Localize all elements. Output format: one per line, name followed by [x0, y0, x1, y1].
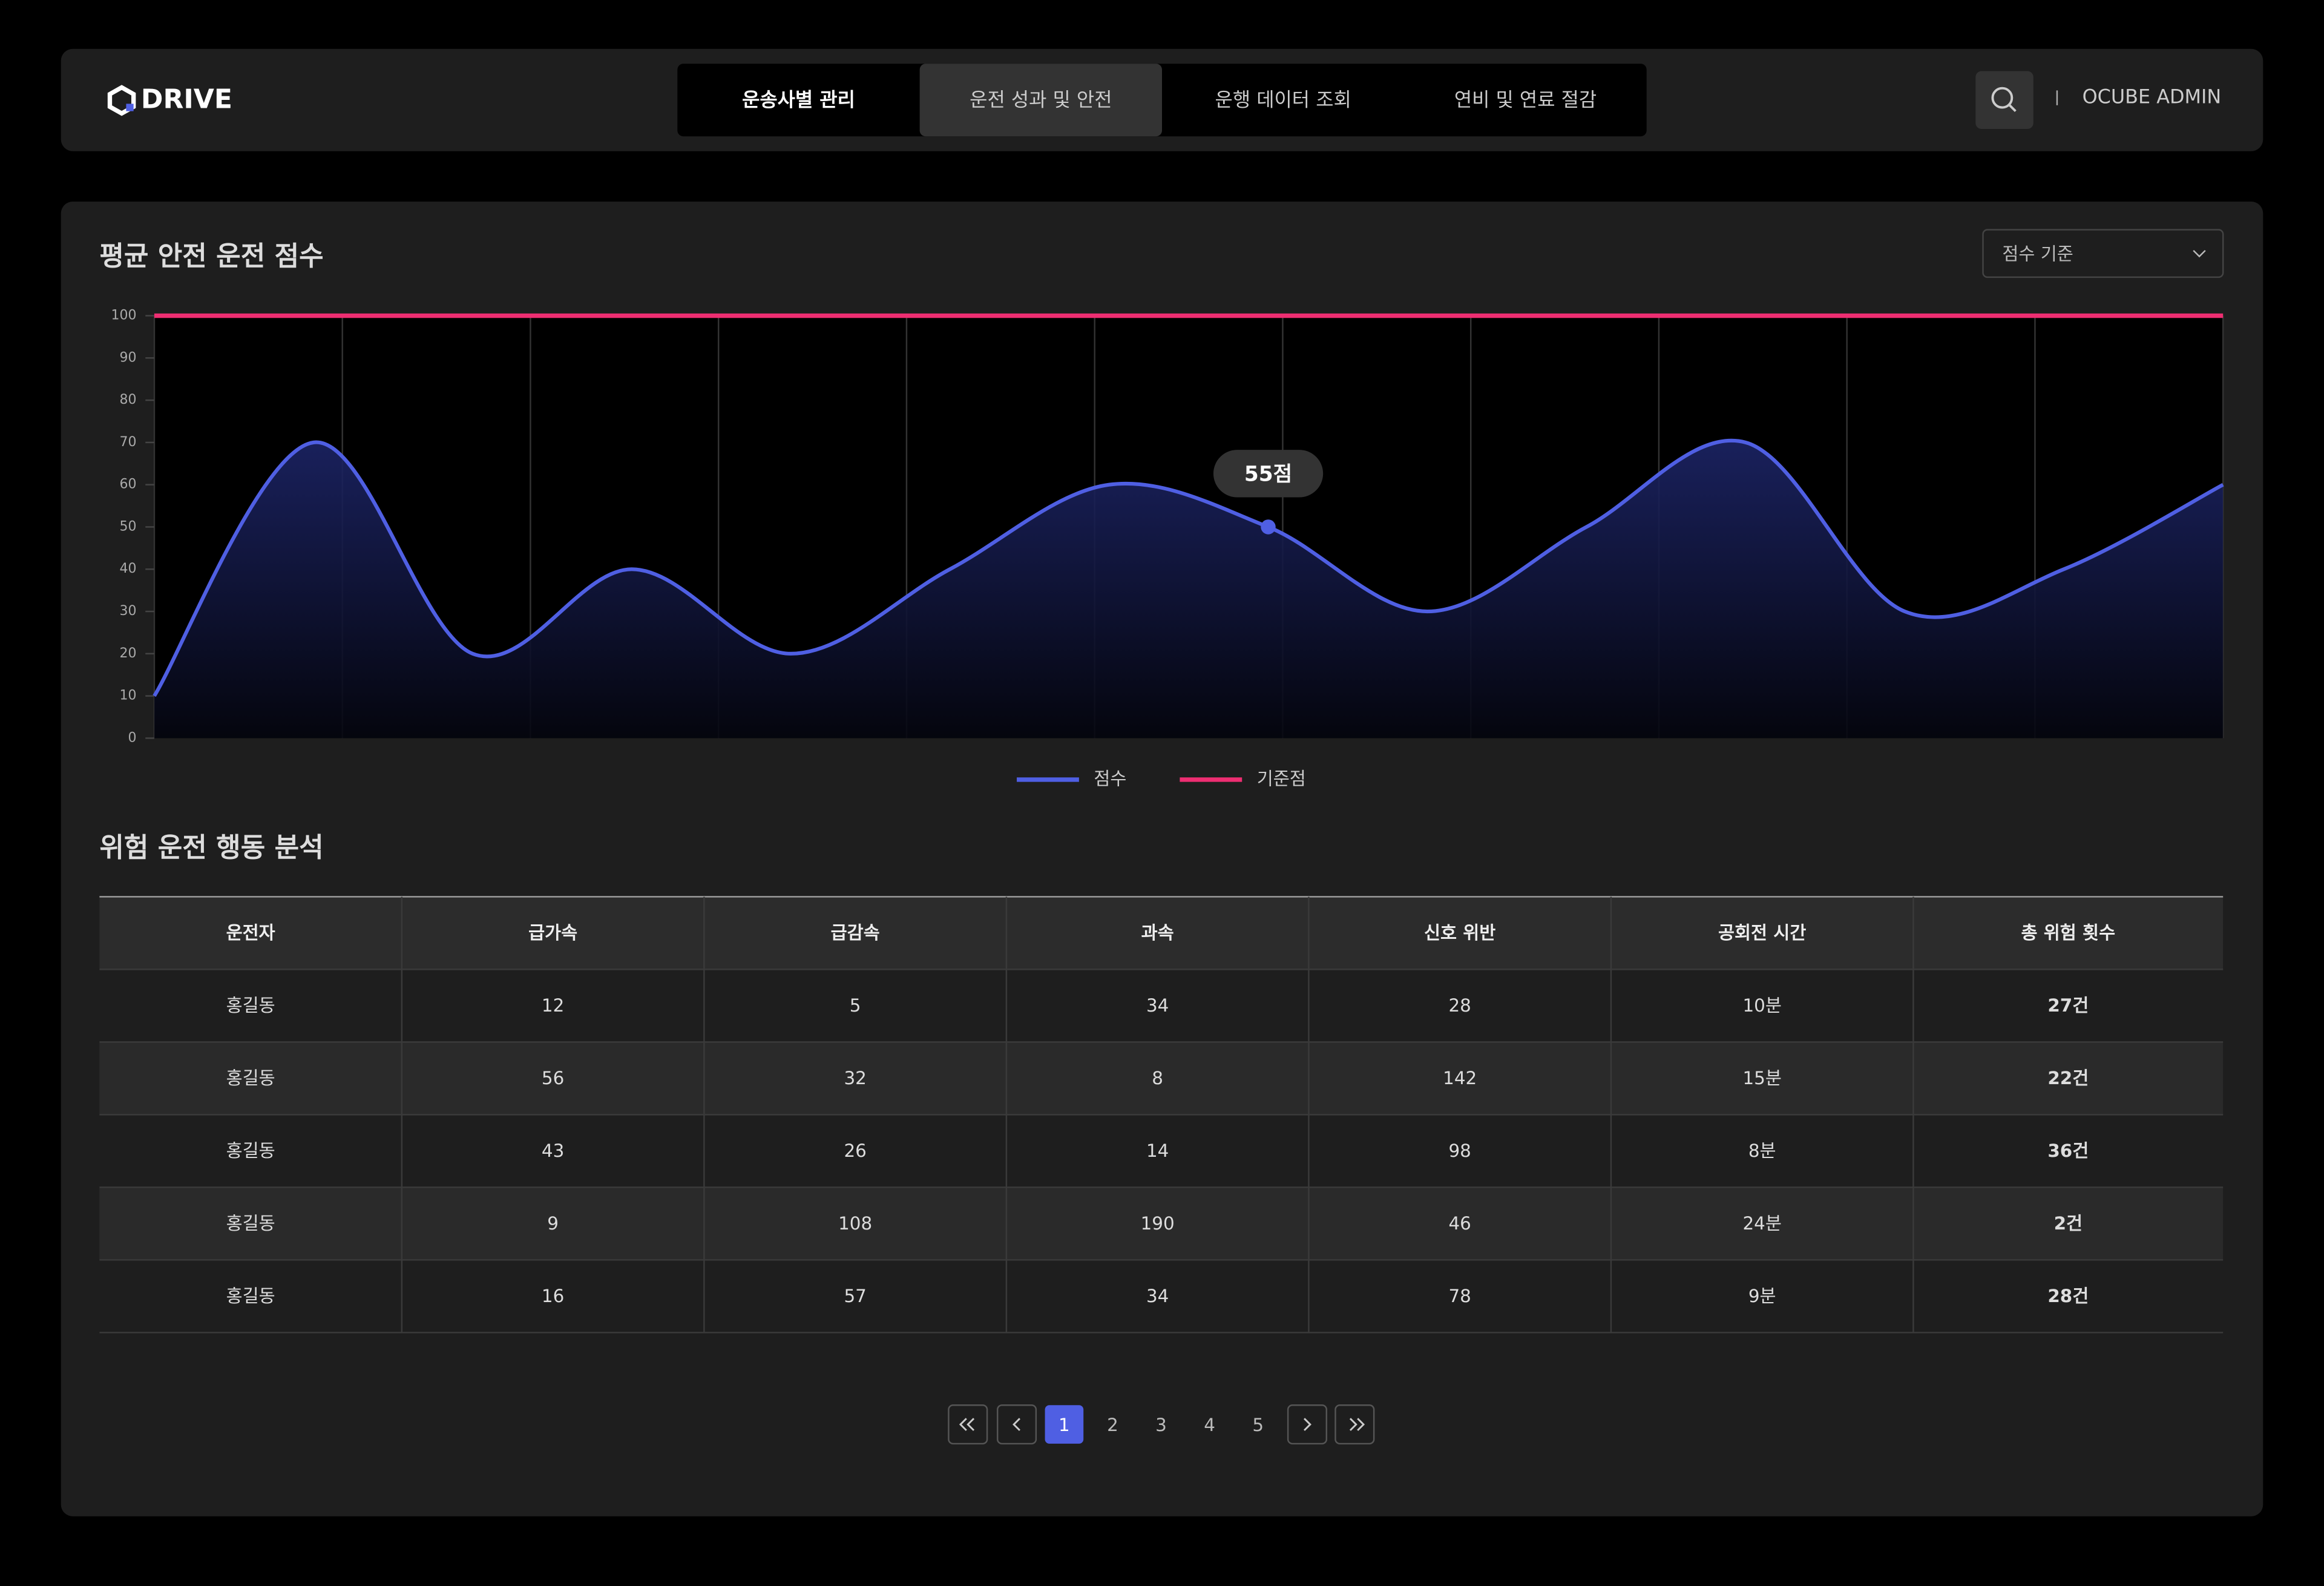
table-cell: 34: [1146, 1286, 1169, 1306]
table-cell: 홍길동: [226, 1213, 275, 1234]
column-header: 신호 위반: [1424, 923, 1495, 943]
table-cell: 46: [1448, 1213, 1471, 1234]
y-tick-label: 0: [128, 730, 137, 745]
column-header: 급가속: [528, 923, 577, 943]
dropdown-arrow: [2193, 249, 2206, 258]
page-number[interactable]: 5: [1252, 1415, 1264, 1435]
table-cell: 57: [844, 1286, 866, 1306]
y-tick-label: 100: [111, 308, 137, 323]
next-page-icon: [1304, 1418, 1311, 1431]
table-cell: 78: [1448, 1286, 1471, 1306]
last-page[interactable]: [1334, 1404, 1375, 1445]
page-number[interactable]: 1: [1059, 1415, 1070, 1435]
table-row-bg: [99, 1042, 2224, 1115]
table-cell: 8: [1152, 1068, 1163, 1088]
nav-tab[interactable]: 운전 성과 및 안전: [970, 88, 1112, 111]
table-cell: 190: [1141, 1213, 1175, 1234]
nav-tab[interactable]: 운행 데이터 조회: [1215, 88, 1351, 111]
table-cell: 56: [542, 1068, 564, 1088]
tab-active-bg: [919, 64, 1162, 137]
table-cell: 28건: [2047, 1286, 2089, 1306]
nav-tab[interactable]: 운송사별 관리: [742, 88, 855, 111]
table-cell: 12: [542, 995, 564, 1016]
table-cell: 24분: [1742, 1213, 1781, 1234]
nav-tab[interactable]: 연비 및 연료 절감: [1454, 88, 1597, 111]
logo-text: DRIVE: [141, 84, 232, 115]
search-icon: [1991, 87, 2017, 113]
column-header: 운전자: [226, 923, 275, 943]
y-tick-label: 50: [120, 519, 137, 534]
table-cell: 98: [1448, 1140, 1471, 1161]
page-number[interactable]: 2: [1107, 1415, 1118, 1435]
tooltip-text: 55점: [1244, 462, 1292, 486]
table-cell: 28: [1448, 995, 1471, 1016]
y-tick-label: 90: [120, 350, 137, 365]
table-cell: 15분: [1742, 1068, 1781, 1088]
page-active-bg[interactable]: [1045, 1405, 1084, 1444]
column-header: 과속: [1141, 923, 1174, 943]
table-cell: 34: [1146, 995, 1169, 1016]
y-tick-label: 40: [120, 561, 137, 576]
column-header: 총 위험 횟수: [2021, 923, 2116, 943]
page-number[interactable]: 3: [1155, 1415, 1167, 1435]
table-header-bg: [99, 897, 2224, 970]
table-cell: 10분: [1742, 995, 1781, 1016]
dropdown[interactable]: [1982, 229, 2224, 278]
next-page[interactable]: [1287, 1404, 1328, 1445]
tooltip-bg: [1213, 450, 1324, 498]
area: [154, 440, 2224, 739]
y-tick-label: 80: [120, 392, 137, 407]
table-cell: 16: [542, 1286, 564, 1306]
table-title: 위험 운전 행동 분석: [99, 832, 323, 863]
series-line: [153, 438, 2224, 697]
table-cell: 홍길동: [226, 1140, 275, 1161]
prev-page-icon: [1013, 1418, 1020, 1431]
y-tick-label: 70: [120, 435, 137, 450]
column-header: 공회전 시간: [1718, 923, 1806, 943]
column-header: 급감속: [831, 923, 880, 943]
last-page-icon: [1349, 1418, 1365, 1431]
first-page-icon: [959, 1418, 975, 1431]
table-row-bg: [99, 1187, 2224, 1260]
legend-label: 점수: [1094, 768, 1126, 789]
table-cell: 108: [838, 1213, 872, 1234]
table-cell: 142: [1443, 1068, 1477, 1088]
y-tick-label: 30: [120, 604, 137, 619]
chart-title: 평균 안전 운전 점수: [99, 241, 323, 272]
table-cell: 32: [844, 1068, 866, 1088]
table-cell: 22건: [2047, 1068, 2089, 1088]
dropdown-label: 점수 기준: [2002, 244, 2073, 265]
logo-icon: [107, 85, 136, 116]
table-cell: 27건: [2047, 995, 2089, 1016]
table-cell: 홍길동: [226, 1068, 275, 1088]
table-cell: 홍길동: [226, 995, 275, 1016]
prev-page[interactable]: [996, 1404, 1037, 1445]
table-cell: 14: [1146, 1140, 1169, 1161]
table-cell: 9: [547, 1213, 559, 1234]
table-cell: 5: [850, 995, 861, 1016]
search-button[interactable]: [1975, 71, 2034, 130]
y-tick-label: 10: [120, 688, 137, 703]
table-cell: 홍길동: [226, 1286, 275, 1306]
user-name[interactable]: OCUBE ADMIN: [2083, 85, 2222, 108]
legend-label: 기준점: [1257, 768, 1306, 789]
table-cell: 36건: [2047, 1140, 2089, 1161]
hover-point: [1261, 519, 1276, 535]
table-cell: 8분: [1748, 1140, 1776, 1161]
table-cell: 26: [844, 1140, 866, 1161]
y-tick-label: 60: [120, 477, 137, 492]
page-number[interactable]: 4: [1204, 1415, 1215, 1435]
table-cell: 43: [542, 1140, 564, 1161]
y-tick-label: 20: [120, 646, 137, 661]
table-cell: 9분: [1748, 1286, 1776, 1306]
table-cell: 2건: [2054, 1213, 2083, 1234]
